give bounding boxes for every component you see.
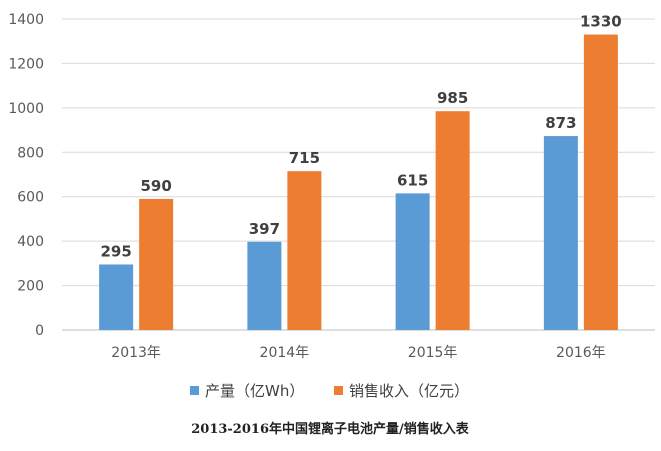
bar — [247, 241, 282, 330]
legend-swatch — [334, 386, 343, 395]
data-label: 1330 — [580, 13, 622, 31]
legend-swatch — [190, 386, 199, 395]
y-axis-ticks: 0 200 400 600 800 1000 1200 1400 — [8, 12, 44, 339]
bar — [139, 198, 174, 330]
bars — [99, 34, 618, 331]
y-tick-label: 200 — [17, 279, 44, 295]
data-label: 590 — [140, 177, 171, 195]
bar — [395, 193, 430, 330]
data-label: 715 — [289, 149, 320, 167]
x-tick-label: 2013年 — [111, 345, 161, 361]
bar — [99, 264, 134, 330]
data-label: 873 — [545, 114, 576, 132]
x-tick-label: 2015年 — [408, 345, 458, 361]
y-tick-label: 1000 — [8, 101, 44, 117]
legend: 产量（亿Wh） 销售收入（亿元） — [190, 382, 469, 400]
y-tick-label: 400 — [17, 234, 44, 250]
x-axis-ticks: 2013年 2014年 2015年 2016年 — [111, 345, 605, 361]
data-label: 985 — [437, 89, 468, 107]
legend-label: 销售收入（亿元） — [349, 382, 469, 400]
data-label: 615 — [397, 171, 428, 189]
x-tick-label: 2014年 — [260, 345, 310, 361]
legend-label: 产量（亿Wh） — [205, 382, 304, 400]
bar — [287, 171, 322, 330]
data-labels: 295 590 397 715 615 985 873 1330 — [100, 13, 621, 261]
data-label: 397 — [249, 220, 280, 238]
x-tick-label: 2016年 — [556, 345, 606, 361]
bar — [543, 136, 578, 330]
bar — [583, 34, 618, 331]
y-tick-label: 600 — [17, 190, 44, 206]
chart-caption: 2013-2016年中国锂离子电池产量/销售收入表 — [191, 421, 470, 437]
y-tick-label: 1400 — [8, 12, 44, 28]
y-tick-label: 800 — [17, 145, 44, 161]
bar — [435, 111, 470, 330]
y-tick-label: 0 — [35, 323, 44, 339]
y-tick-label: 1200 — [8, 56, 44, 72]
data-label: 295 — [100, 242, 131, 260]
